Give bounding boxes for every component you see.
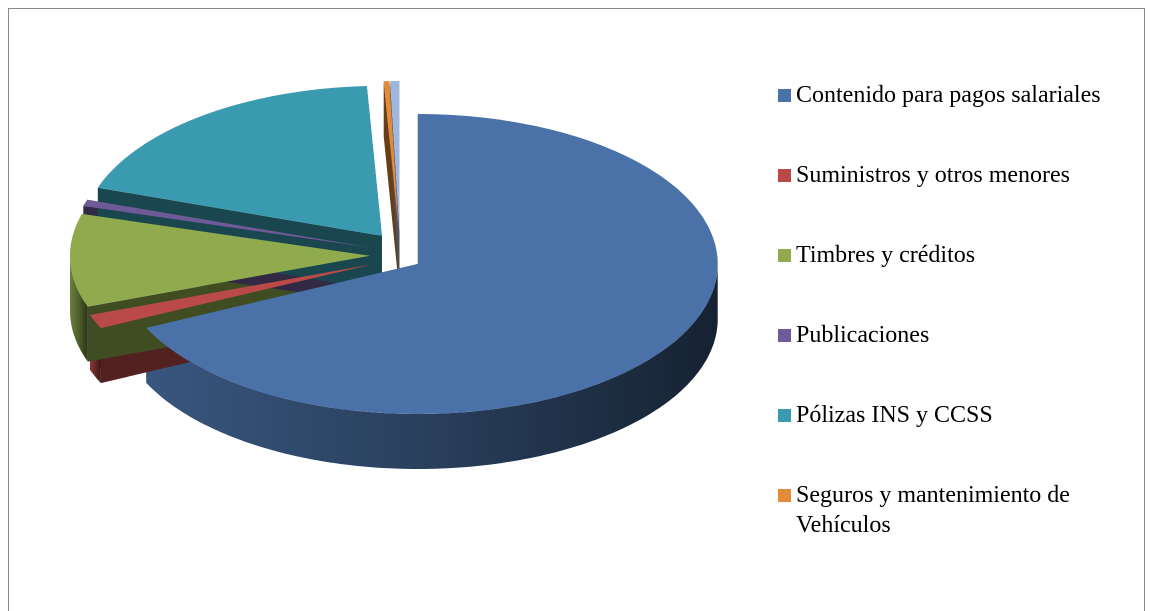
legend-label: Suministros y otros menores	[796, 162, 1070, 188]
legend-item: Seguros y mantenimiento de Vehículos	[778, 480, 1143, 560]
slice-face	[383, 81, 399, 286]
legend-swatch	[778, 89, 791, 102]
legend-label: Contenido para pagos salariales	[796, 82, 1101, 108]
slice	[97, 86, 382, 236]
legend: Contenido para pagos salariales Suministr…	[778, 80, 1143, 560]
legend-item: Suministros y otros menores	[778, 160, 1143, 240]
legend-swatch	[778, 169, 791, 182]
slice	[390, 81, 400, 231]
legend-label: Pólizas INS y CCSS	[796, 402, 993, 428]
legend-label: Seguros y mantenimiento de Vehículos	[796, 482, 1070, 538]
legend-item: Contenido para pagos salariales	[778, 80, 1143, 160]
slice-side	[70, 255, 88, 362]
legend-item: Pólizas INS y CCSS	[778, 400, 1143, 480]
slice-side	[146, 264, 718, 469]
legend-label: Publicaciones	[796, 322, 930, 348]
legend-swatch	[778, 249, 791, 262]
legend-item: Publicaciones	[778, 320, 1143, 400]
legend-item: Timbres y créditos	[778, 240, 1143, 320]
legend-swatch	[778, 489, 791, 502]
chart-frame	[8, 8, 1145, 611]
legend-label: Timbres y créditos	[796, 242, 976, 268]
slice	[383, 81, 399, 231]
slice	[70, 213, 370, 307]
slice	[146, 114, 718, 414]
legend-swatch	[778, 329, 791, 342]
legend-swatch	[778, 409, 791, 422]
slice	[90, 264, 373, 329]
slice	[83, 199, 372, 248]
